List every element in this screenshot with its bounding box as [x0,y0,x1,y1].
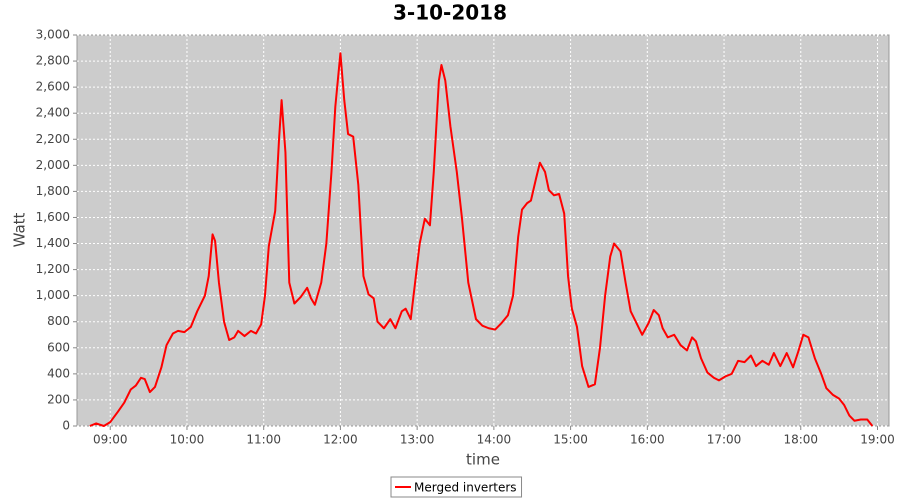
series-line [89,52,874,427]
x-tick-label: 15:00 [553,433,588,447]
chart-title: 3-10-2018 [393,1,507,25]
y-tick-label: 2,800 [36,54,70,68]
y-tick-label: 600 [47,340,70,354]
x-axis-label: time [466,451,500,469]
y-tick-label: 800 [47,314,70,328]
y-tick-label: 0 [62,419,70,433]
x-tick-label: 18:00 [783,433,818,447]
y-tick-label: 200 [47,392,70,406]
x-tick-label: 09:00 [93,433,128,447]
plot-area [76,34,890,427]
legend: Merged inverters [390,476,523,498]
y-tick-label: 1,600 [36,210,70,224]
x-tick-label: 13:00 [400,433,435,447]
x-tick-label: 11:00 [246,433,281,447]
y-tick-label: 2,200 [36,132,70,146]
x-tick-label: 16:00 [630,433,665,447]
legend-box [390,476,523,498]
y-tick-label: 1,200 [36,262,70,276]
y-tick-label: 400 [47,366,70,380]
y-axis-label: Watt [11,212,29,247]
x-tick-label: 14:00 [477,433,512,447]
y-tick-label: 2,600 [36,80,70,94]
y-tick-label: 1,800 [36,184,70,198]
y-tick-label: 3,000 [36,28,70,42]
x-tick-label: 12:00 [323,433,358,447]
y-tick-label: 2,000 [36,158,70,172]
y-tick-label: 2,400 [36,106,70,120]
x-tick-label: 17:00 [707,433,742,447]
legend-label: Merged inverters [414,481,517,495]
x-tick-label: 19:00 [860,433,895,447]
y-tick-label: 1,400 [36,236,70,250]
x-tick-label: 10:00 [170,433,205,447]
y-tick-label: 1,000 [36,288,70,302]
